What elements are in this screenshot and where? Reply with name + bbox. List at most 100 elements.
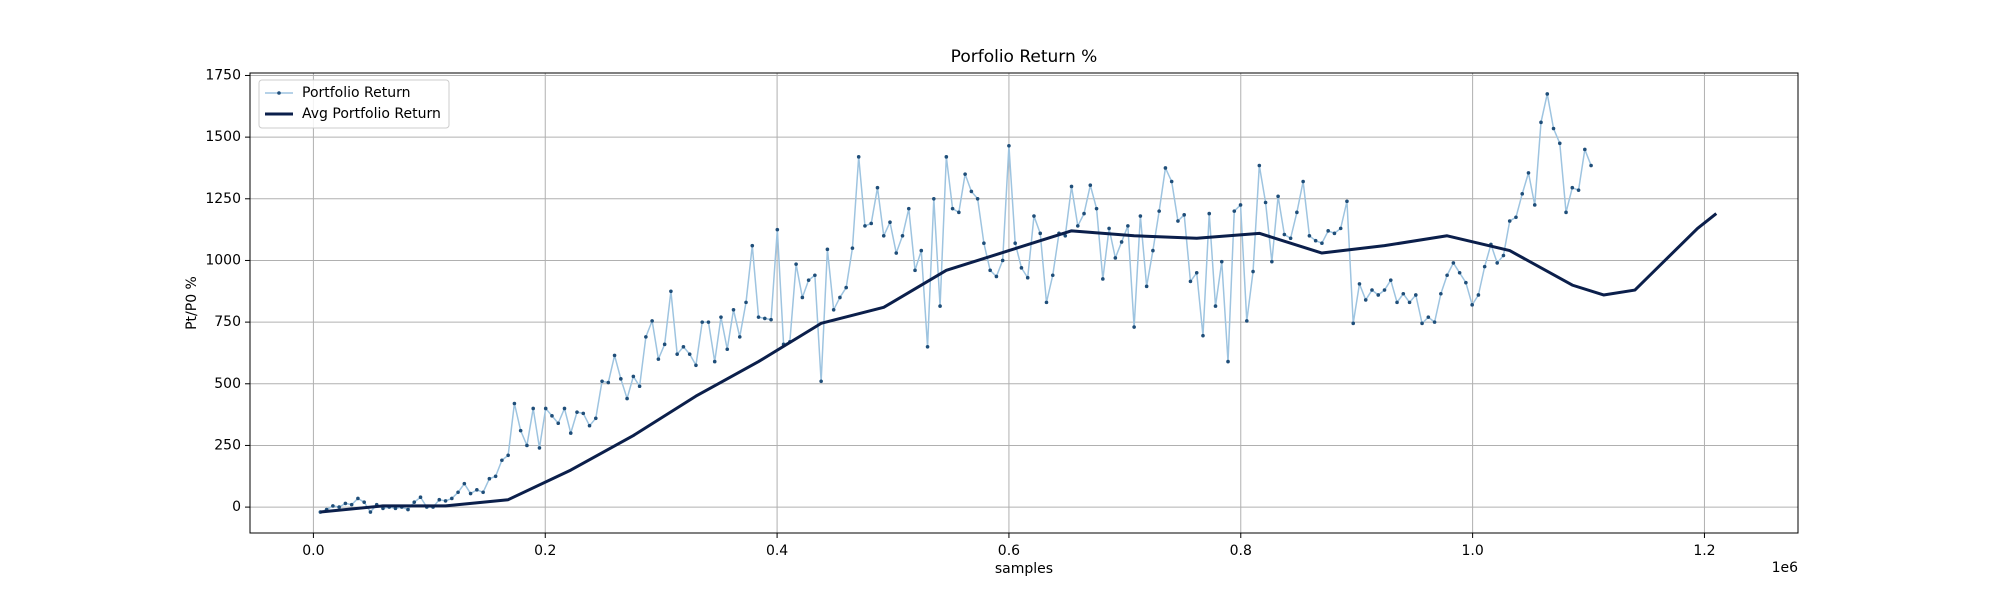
point-marker [525,443,529,448]
point-marker [1357,282,1362,286]
point-marker [1313,238,1318,243]
point-marker [906,206,911,211]
x-tick-label: 0.0 [302,543,324,559]
point-marker [932,196,936,201]
point-marker [800,295,805,300]
point-marker [1332,231,1337,236]
point-marker [875,185,880,190]
point-marker [1251,269,1255,274]
point-marker [750,243,755,248]
point-marker [644,335,648,339]
y-axis-label: Pt/P0 % [184,276,200,330]
point-marker [681,344,686,349]
x-tick-label: 0.8 [1230,543,1252,559]
point-marker [687,352,692,356]
point-marker [1576,188,1581,192]
point-marker [1320,241,1324,245]
point-marker [1007,143,1011,148]
point-marker [763,316,767,321]
point-marker [1244,319,1249,323]
point-marker [1370,288,1374,292]
point-marker [1395,300,1399,305]
point-marker [1157,209,1161,213]
point-marker [1113,256,1118,260]
point-marker [443,499,448,503]
point-marker [637,384,642,389]
point-marker [1082,211,1086,216]
point-marker [1263,200,1268,205]
point-marker [500,458,504,463]
point-marker [1351,321,1356,326]
point-marker [950,206,955,211]
point-marker [1457,270,1462,275]
point-marker [1345,199,1349,204]
point-marker [1257,163,1262,168]
point-marker [1388,278,1393,282]
legend-label: Portfolio Return [302,85,411,101]
point-marker [543,406,548,411]
point-marker [719,315,723,319]
point-marker [775,227,780,232]
point-marker [1025,275,1030,280]
point-marker [769,317,773,322]
x-tick-label: 1.2 [1693,543,1715,559]
point-marker [1382,288,1387,292]
point-marker [1044,300,1049,305]
point-marker [1326,229,1330,233]
point-marker [869,221,874,226]
point-marker [1132,325,1136,329]
point-marker [1075,224,1080,228]
point-marker [1288,236,1293,241]
point-marker [468,491,473,496]
point-marker [393,506,398,511]
point-marker [1420,321,1424,326]
point-marker [1169,179,1174,184]
point-marker [456,490,460,495]
point-marker [337,505,341,509]
point-marker [969,189,974,194]
point-marker [349,502,354,507]
legend-marker [277,91,281,95]
point-marker [587,423,592,428]
point-marker [1163,166,1168,170]
point-marker [1207,211,1212,216]
point-marker [1219,259,1224,264]
point-marker [1238,203,1243,207]
point-marker [1407,300,1412,305]
point-marker [1532,203,1537,207]
point-marker [881,233,886,238]
point-marker [1069,184,1074,189]
axes-frame [249,72,1799,534]
point-marker [1432,320,1437,324]
point-marker [1557,141,1562,146]
point-marker [675,352,679,356]
point-marker [1507,219,1512,223]
point-marker [462,481,467,486]
point-marker [1482,264,1487,269]
point-marker [487,476,492,481]
point-marker [894,251,899,255]
point-marker [925,344,930,349]
point-marker [850,246,855,250]
point-marker [1464,280,1468,285]
series-line [320,212,1718,514]
point-marker [1182,213,1187,217]
point-marker [1088,183,1093,188]
point-marker [481,490,485,495]
point-marker [612,353,617,358]
point-marker [418,495,423,500]
point-marker [1476,293,1481,297]
point-marker [1213,304,1218,308]
point-marker [531,406,535,411]
y-tick-label: 1500 [205,129,241,145]
point-marker [1050,273,1055,278]
y-tick-label: 750 [214,314,241,330]
point-marker [1032,214,1036,218]
point-marker [600,379,604,384]
point-marker [1101,277,1105,281]
point-marker [1451,261,1456,265]
point-marker [1138,214,1143,218]
point-marker [712,359,717,364]
point-marker [1551,126,1556,131]
